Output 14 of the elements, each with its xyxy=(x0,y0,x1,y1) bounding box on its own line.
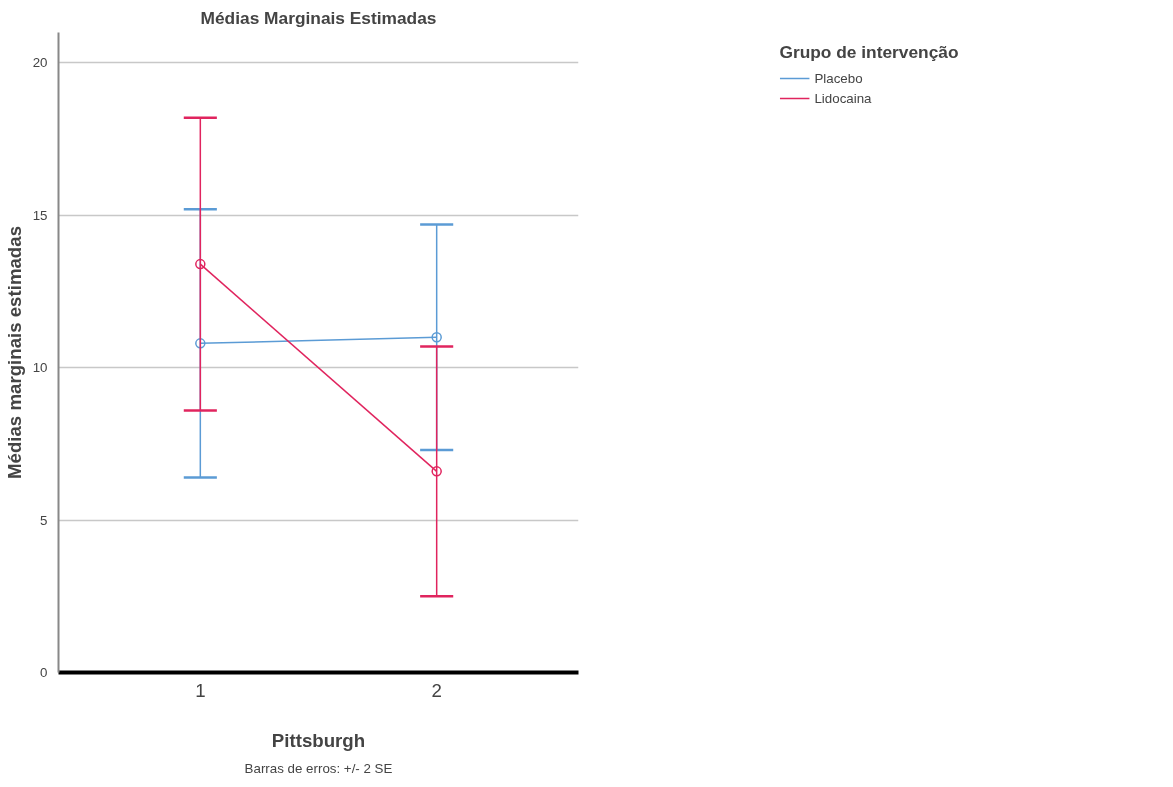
legend-label: Lidocaina xyxy=(814,90,872,106)
x-tick-label: 1 xyxy=(195,679,206,701)
legend-title: Grupo de intervenção xyxy=(779,42,959,63)
text: Barras de erros: +/- 2 SE xyxy=(244,760,393,776)
x-tick-label: 2 xyxy=(431,679,442,701)
y-axis-title: Médias marginais estimadas xyxy=(3,225,25,479)
y-tick-label: 20 xyxy=(32,55,48,71)
y-tick-label: 0 xyxy=(40,665,48,680)
y-tick-label: 5 xyxy=(40,512,48,528)
legend-label: Placebo xyxy=(814,70,863,86)
chart-title: Médias Marginais Estimadas xyxy=(200,7,437,28)
y-tick-label: 15 xyxy=(32,207,48,223)
x-axis-title: Pittsburgh xyxy=(271,729,366,751)
y-tick-label: 10 xyxy=(32,360,48,376)
